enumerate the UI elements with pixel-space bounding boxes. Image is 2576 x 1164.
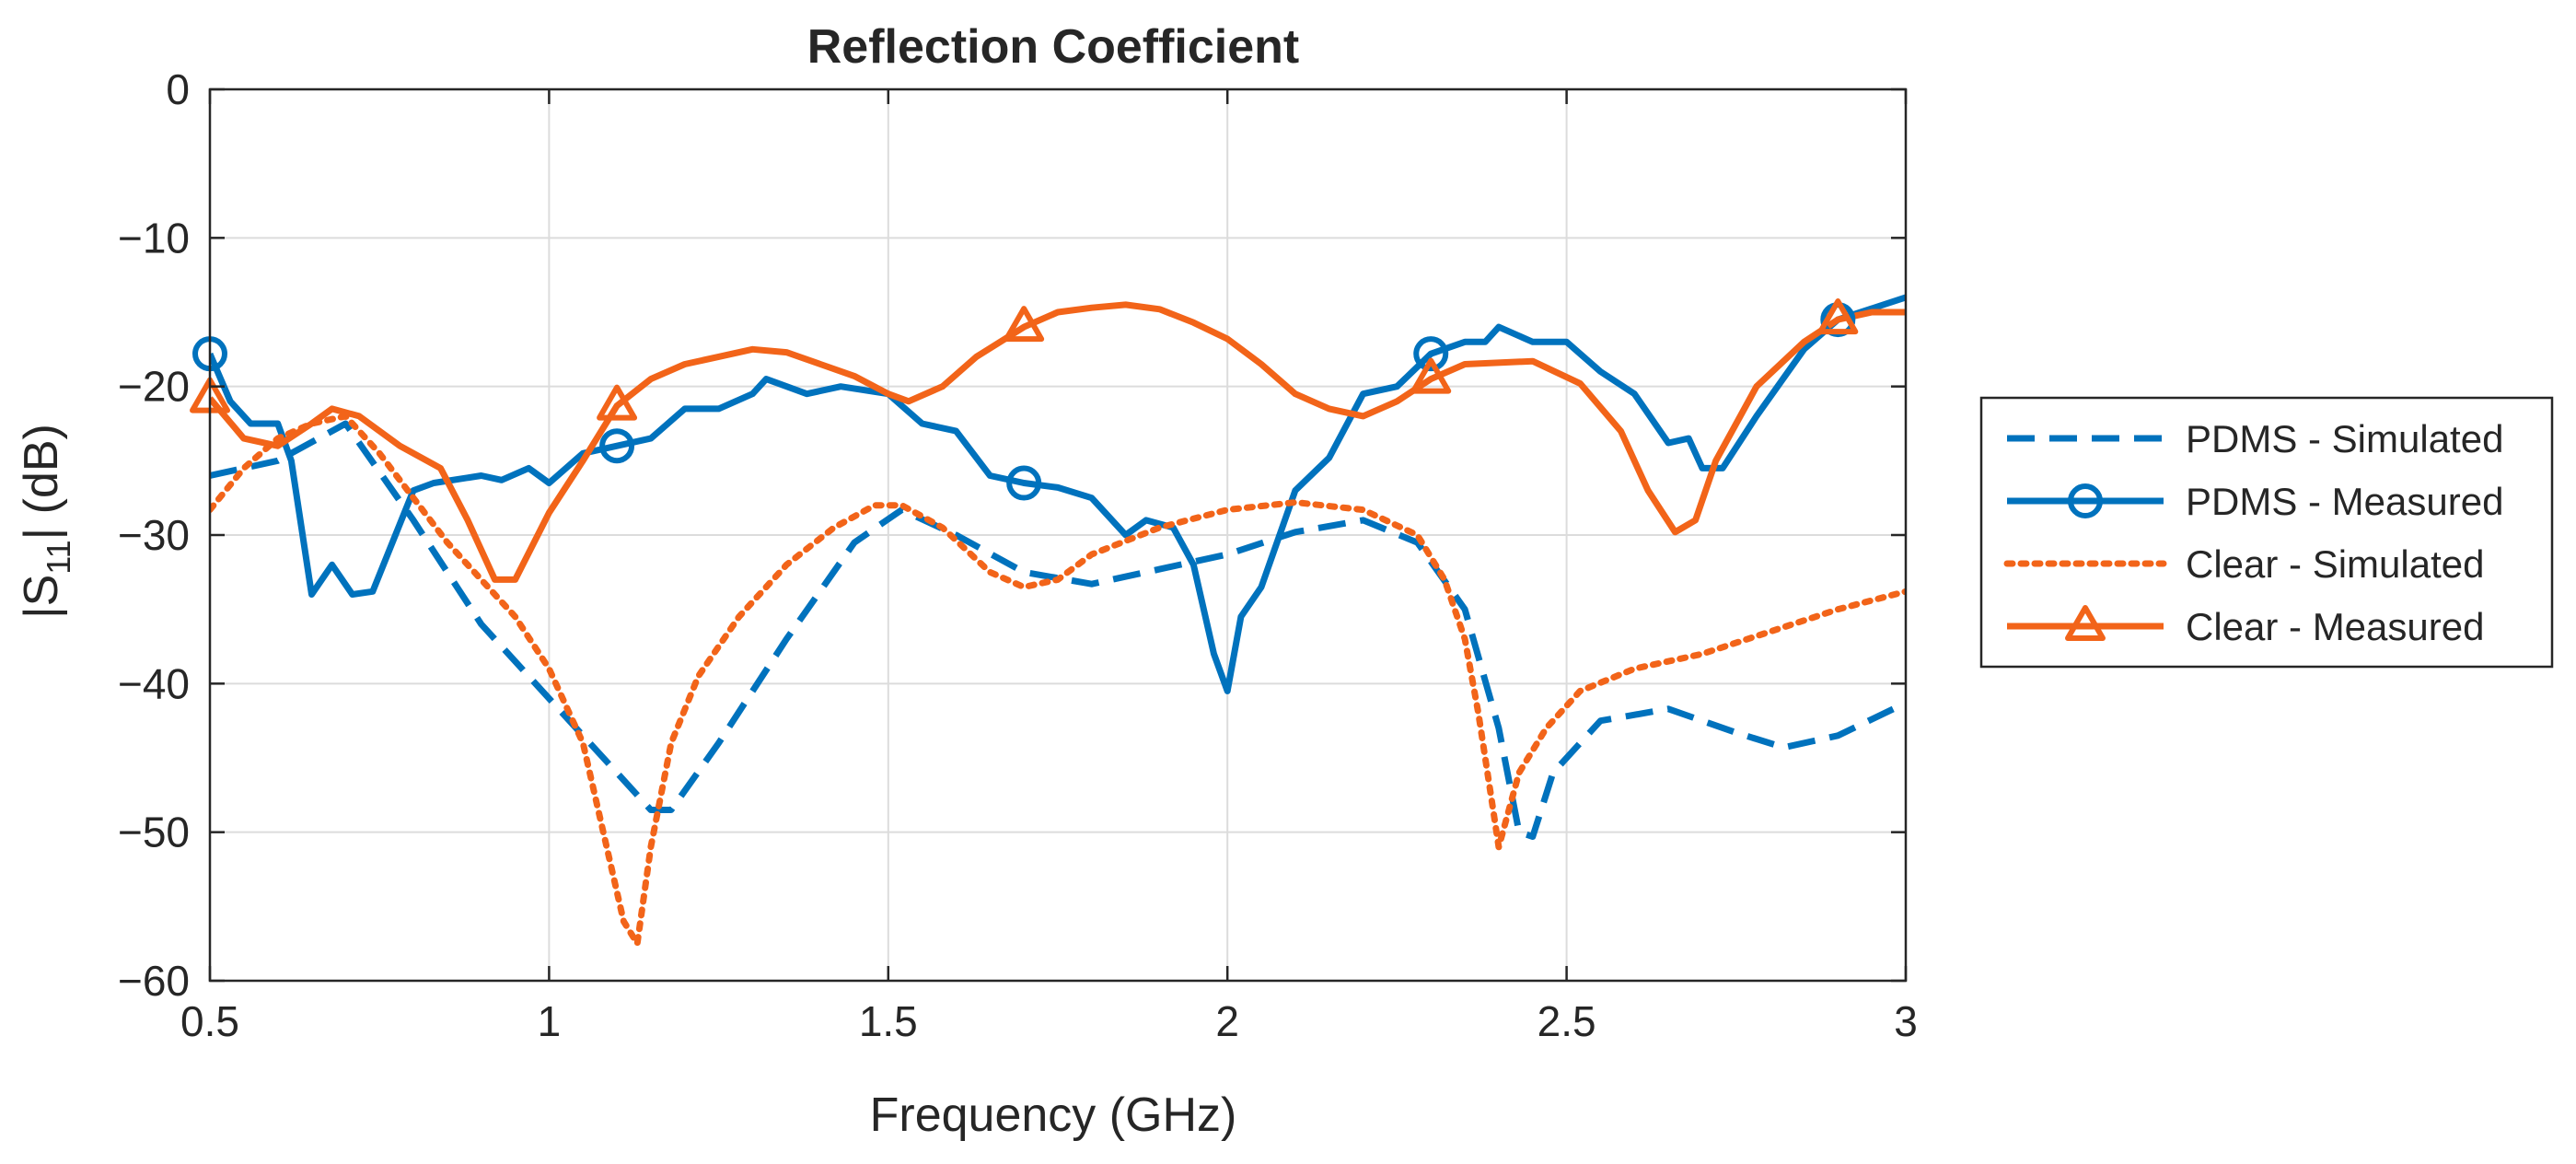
series-line-3 <box>210 301 1906 583</box>
x-tick-label-0: 0.5 <box>180 997 239 1045</box>
series-line-0 <box>210 420 1906 840</box>
legend-marker-3 <box>2065 605 2106 641</box>
series-1-marker-2 <box>1006 465 1042 501</box>
legend-marker-1 <box>2068 483 2103 518</box>
legend-label-2: Clear - Simulated <box>2186 542 2484 586</box>
legend: PDMS - Simulated PDMS - Measured Clear - S… <box>1979 396 2554 669</box>
series-3-marker-1 <box>597 384 638 421</box>
y-tick-label-3: −30 <box>118 511 190 559</box>
legend-label-3: Clear - Measured <box>2186 605 2484 648</box>
series-line-1 <box>210 294 1906 694</box>
plot-area: 0.5 1 1.5 2 2.5 3 0 −10 −20 −30 −40 −50 −60 <box>118 65 1918 1045</box>
y-tick-label-5: −50 <box>118 809 190 856</box>
chart-title: Reflection Coefficient <box>807 20 1300 74</box>
y-axis-label-suffix: | (dB) <box>15 424 68 540</box>
x-tick-label-2: 1.5 <box>859 997 918 1045</box>
x-tick-label-1: 1 <box>538 997 562 1045</box>
y-tick-label-4: −40 <box>118 659 190 707</box>
y-axis-label: |S11| (dB) <box>15 424 77 619</box>
y-tick-label-6: −60 <box>118 957 190 1005</box>
y-tick-label-2: −20 <box>118 363 190 411</box>
series-1-marker-1 <box>599 428 635 464</box>
y-tick-label-1: −10 <box>118 214 190 262</box>
series-1-marker-3 <box>1413 336 1449 372</box>
legend-label-0: PDMS - Simulated <box>2186 417 2503 460</box>
x-tick-label-5: 3 <box>1894 997 1918 1045</box>
y-axis-label-subscript: 11 <box>40 540 77 574</box>
series-line-2 <box>210 413 1906 948</box>
x-tick-label-4: 2.5 <box>1537 997 1596 1045</box>
x-axis-label: Frequency (GHz) <box>870 1088 1237 1142</box>
y-tick-label-0: 0 <box>166 65 190 113</box>
series-3-marker-4 <box>1817 298 1859 335</box>
series-3-marker-2 <box>1004 306 1045 343</box>
x-tick-label-3: 2 <box>1215 997 1239 1045</box>
series-3-marker-3 <box>1410 357 1452 394</box>
y-axis-label-prefix: |S <box>15 575 68 619</box>
series-group <box>210 294 1906 948</box>
legend-label-1: PDMS - Measured <box>2186 480 2503 523</box>
